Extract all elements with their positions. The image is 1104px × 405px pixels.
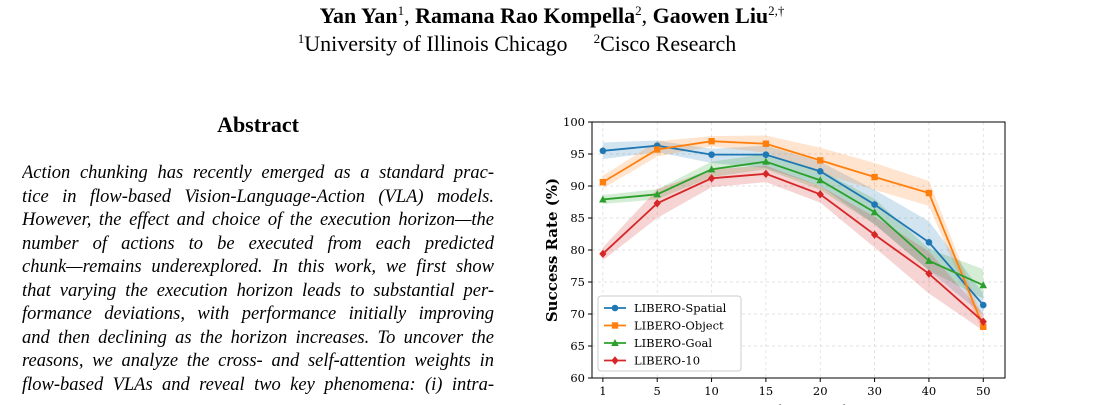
y-tick-label: 80 xyxy=(570,243,585,257)
affiliation-list: 1University of Illinois Chicago 2Cisco Re… xyxy=(0,30,1034,58)
abstract-heading: Abstract xyxy=(217,112,299,137)
confidence-band xyxy=(602,135,984,334)
data-point xyxy=(611,339,619,346)
legend-entry: LIBERO-Spatial xyxy=(634,301,727,315)
data-point xyxy=(980,323,987,330)
y-tick-label: 65 xyxy=(570,339,585,353)
abstract-line: and then declining as the horizon increa… xyxy=(22,327,494,348)
data-point xyxy=(816,190,824,199)
data-point xyxy=(817,157,824,164)
author-list: Yan Yan1, Ramana Rao Kompella2, Gaowen L… xyxy=(319,3,785,28)
y-tick-label: 60 xyxy=(570,371,585,385)
data-point xyxy=(925,239,933,246)
data-point xyxy=(925,256,933,264)
legend-entry: LIBERO-Goal xyxy=(634,336,712,350)
series-line xyxy=(602,172,984,323)
affiliation-sup: 1 xyxy=(297,31,305,46)
series-line xyxy=(602,160,984,287)
y-tick-label: 85 xyxy=(570,211,585,225)
x-tick-label: 20 xyxy=(813,384,828,398)
data-point xyxy=(979,301,987,309)
data-point xyxy=(611,304,619,312)
author-affil-sup: 2 xyxy=(635,3,642,18)
series-line xyxy=(602,140,985,328)
data-point xyxy=(599,178,607,186)
y-tick-label: 95 xyxy=(570,147,585,161)
legend-entry: LIBERO-10 xyxy=(634,354,700,368)
abstract-text: Action chunking has recently emerged as … xyxy=(22,162,494,397)
abstract-line: that varying the execution horizon leads… xyxy=(22,280,494,301)
data-point xyxy=(871,173,878,181)
y-tick-label: 75 xyxy=(570,275,585,289)
author-name: Ramana Rao Kompella xyxy=(415,3,636,28)
y-tick-label: 70 xyxy=(570,307,585,321)
legend-box xyxy=(597,295,742,372)
data-point xyxy=(870,230,879,239)
data-point xyxy=(925,269,933,278)
x-tick-label: 10 xyxy=(704,384,719,398)
abstract-line: chunk—remains underexplored. In this wor… xyxy=(22,257,494,277)
abstract-line: formance deviations, with performance in… xyxy=(22,304,494,324)
legend-entry: LIBERO-Object xyxy=(634,319,724,333)
abstract-line: reasons, we analyze the cross- and self-… xyxy=(22,351,494,371)
x-tick-label: 40 xyxy=(922,384,937,398)
data-point xyxy=(762,151,770,158)
affiliation-name: University of Illinois Chicago xyxy=(304,31,568,56)
y-axis-label: Success Rate (%) xyxy=(543,178,561,322)
x-tick-label: 1 xyxy=(599,384,606,398)
data-point xyxy=(979,317,987,326)
affiliation-sup: 2 xyxy=(593,31,601,46)
y-tick-label: 100 xyxy=(563,115,585,129)
series-line xyxy=(602,144,984,306)
author-name: Gaowen Liu xyxy=(652,3,769,28)
data-point xyxy=(979,281,988,289)
x-tick-label: 30 xyxy=(867,384,882,398)
data-point xyxy=(925,189,933,197)
x-axis-label: Execution Horizon xyxy=(721,402,877,405)
x-tick-label: 50 xyxy=(976,384,991,398)
data-point xyxy=(816,167,824,175)
x-tick-label: 15 xyxy=(759,384,774,398)
data-point xyxy=(653,190,662,198)
data-point xyxy=(708,138,715,145)
data-point xyxy=(611,356,619,365)
confidence-band xyxy=(602,165,984,331)
abstract-line: tice in flow-based Vision-Language-Actio… xyxy=(22,186,494,207)
data-point xyxy=(707,165,716,173)
data-point xyxy=(599,195,607,203)
abstract-line: flow-based VLAs and reveal two key pheno… xyxy=(22,374,494,395)
data-point xyxy=(708,151,715,158)
data-point xyxy=(599,147,607,155)
abstract-line: However, the effect and choice of the ex… xyxy=(22,210,494,230)
data-point xyxy=(816,176,825,184)
x-tick-label: 5 xyxy=(654,384,661,398)
author-affil-sup: 1 xyxy=(397,3,405,18)
affiliation-name: Cisco Research xyxy=(600,31,737,56)
author-name: Yan Yan xyxy=(319,3,398,28)
data-point xyxy=(762,157,770,165)
data-point xyxy=(654,146,661,153)
abstract-line: Action chunking has recently emerged as … xyxy=(22,163,494,183)
data-point xyxy=(870,208,879,216)
data-point xyxy=(611,322,619,329)
data-point xyxy=(762,140,770,147)
y-tick-label: 90 xyxy=(570,179,585,193)
abstract-line: number of actions to be executed from ea… xyxy=(22,233,494,254)
author-affil-sup: 2,† xyxy=(768,3,785,18)
data-point xyxy=(871,201,878,208)
